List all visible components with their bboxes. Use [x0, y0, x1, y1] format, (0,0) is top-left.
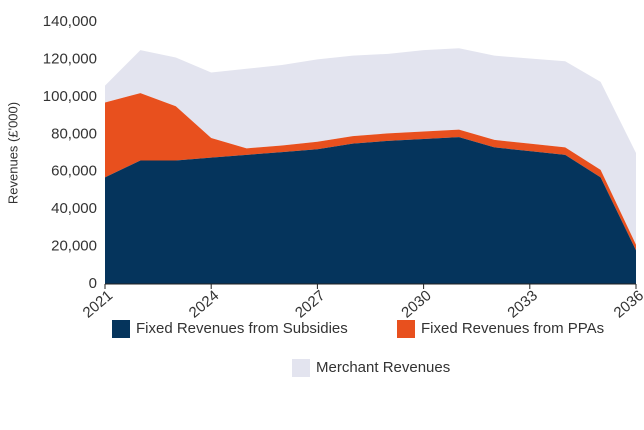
x-tick-label: 2030 — [398, 287, 434, 321]
legend-text: Fixed Revenues from PPAs — [421, 320, 604, 337]
y-tick-label: 100,000 — [43, 88, 97, 105]
legend-swatch — [292, 359, 310, 377]
x-tick-label: 2036 — [611, 287, 644, 321]
area — [105, 93, 636, 251]
x-tick-label: 2033 — [504, 287, 540, 321]
area — [105, 137, 636, 284]
y-tick-label: 20,000 — [51, 238, 97, 255]
y-tick-label: 40,000 — [51, 200, 97, 217]
legend-swatch — [397, 320, 415, 338]
x-tick-label: 2027 — [292, 287, 328, 321]
y-tick-label: 80,000 — [51, 125, 97, 142]
area — [105, 48, 636, 245]
legend-swatch — [112, 320, 130, 338]
y-tick-label: 140,000 — [43, 13, 97, 30]
x-tick-label: 2024 — [186, 287, 222, 321]
x-tick-label: 2021 — [80, 287, 116, 321]
y-tick-label: 0 — [89, 275, 97, 292]
legend-text: Merchant Revenues — [316, 359, 450, 376]
y-tick-label: 60,000 — [51, 163, 97, 180]
y-axis-title: Revenues (£'000) — [5, 102, 20, 204]
y-tick-label: 120,000 — [43, 50, 97, 67]
legend-text: Fixed Revenues from Subsidies — [136, 320, 348, 337]
